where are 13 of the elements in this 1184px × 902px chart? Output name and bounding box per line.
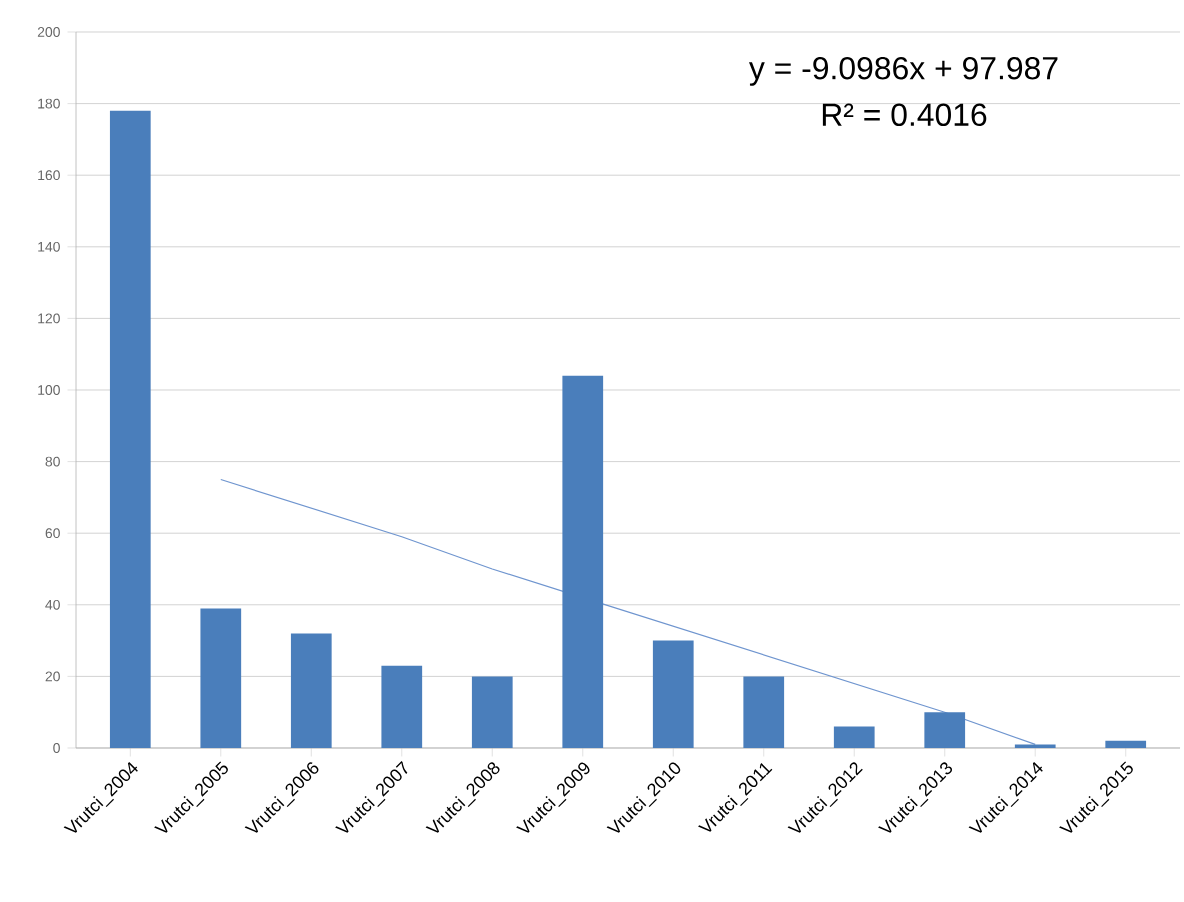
bar [290, 633, 332, 748]
bar [471, 676, 513, 748]
bar [200, 608, 242, 748]
bar [743, 676, 785, 748]
bar [381, 665, 423, 748]
annotation: R² = 0.4016 [822, 103, 987, 127]
bar [833, 726, 875, 748]
annotation: y = -9.0986x + 97.987 [748, 56, 1058, 86]
bar [652, 640, 694, 748]
bar [1105, 740, 1147, 748]
bar [924, 712, 966, 748]
bar [562, 375, 604, 748]
bar [109, 110, 151, 748]
